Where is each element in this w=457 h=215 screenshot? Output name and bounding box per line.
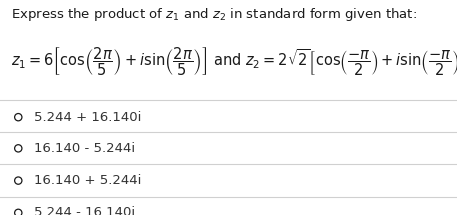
Text: Express the product of $z_1$ and $z_2$ in standard form given that:: Express the product of $z_1$ and $z_2$ i… xyxy=(11,6,417,23)
Text: 16.140 - 5.244i: 16.140 - 5.244i xyxy=(34,142,135,155)
Text: 5.244 - 16.140i: 5.244 - 16.140i xyxy=(34,206,135,215)
Text: 5.244 + 16.140i: 5.244 + 16.140i xyxy=(34,111,142,124)
Text: 16.140 + 5.244i: 16.140 + 5.244i xyxy=(34,174,142,187)
Text: $z_1 = 6\left[\cos\!\left(\dfrac{2\pi}{5}\right) + i\sin\!\left(\dfrac{2\pi}{5}\: $z_1 = 6\left[\cos\!\left(\dfrac{2\pi}{5… xyxy=(11,45,457,78)
